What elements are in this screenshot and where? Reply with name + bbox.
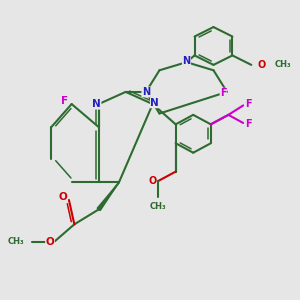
Text: O: O (148, 176, 156, 186)
Text: N: N (151, 98, 159, 108)
Text: F: F (245, 99, 251, 109)
Text: N: N (142, 87, 150, 97)
Text: N: N (92, 99, 101, 109)
Text: CH₃: CH₃ (274, 60, 291, 69)
Text: F: F (245, 119, 251, 129)
Text: CH₃: CH₃ (150, 202, 166, 211)
Text: F: F (61, 96, 68, 106)
Text: O: O (58, 192, 68, 202)
Text: O: O (46, 237, 54, 247)
Text: O: O (257, 60, 266, 70)
Polygon shape (97, 182, 119, 211)
Text: CH₃: CH₃ (8, 237, 24, 246)
Text: F: F (220, 88, 227, 98)
Text: N: N (182, 56, 190, 66)
